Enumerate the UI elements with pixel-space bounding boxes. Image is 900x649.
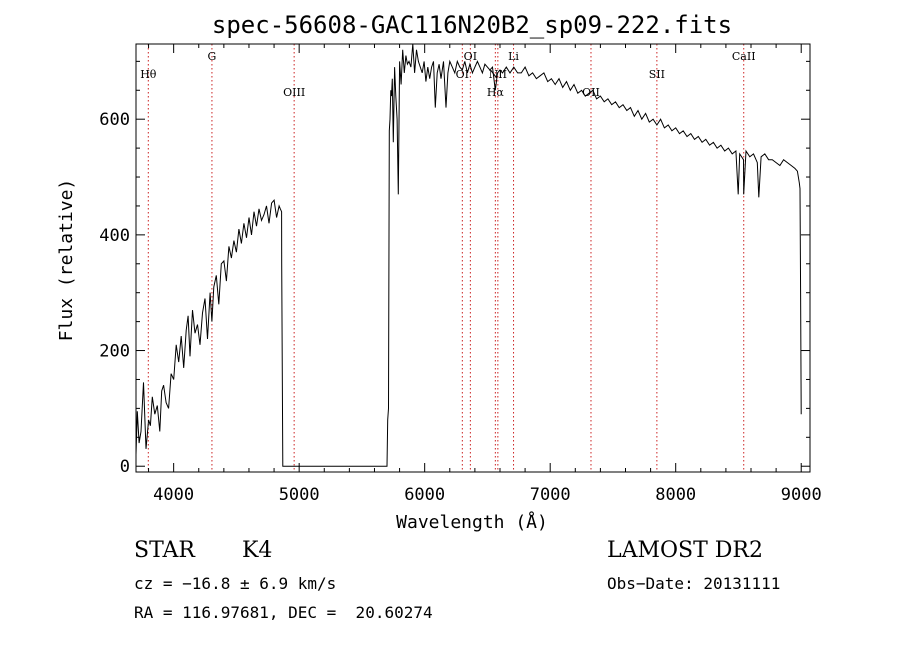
y-tick-label-600: 600 <box>99 110 130 130</box>
plot-frame <box>135 43 811 473</box>
x-tick-label-6000: 6000 <box>404 485 445 505</box>
line-marker-label-7: Li <box>508 50 519 63</box>
y-tick-label-200: 200 <box>99 342 130 362</box>
chart-title: spec-56608-GAC116N20B2_sp09-222.fits <box>212 11 732 39</box>
x-axis-label: Wavelength (Å) <box>396 511 548 533</box>
x-tick-label-4000: 4000 <box>153 485 194 505</box>
obs-date: Obs−Date: 20131111 <box>607 574 781 593</box>
line-marker-label-2: OIII <box>283 86 305 99</box>
survey-name: LAMOST DR2 <box>607 538 763 563</box>
line-marker-label-0: Hθ <box>140 68 157 81</box>
object-subclass: K4 <box>242 538 273 563</box>
line-marker-label-9: SII <box>649 68 665 81</box>
redshift-info: cz = −16.8 ± 6.9 km/s <box>134 574 337 593</box>
spectrum-line <box>136 44 802 467</box>
line-marker-label-8: OII <box>582 86 600 99</box>
x-tick-label-5000: 5000 <box>279 485 320 505</box>
object-class: STAR <box>134 538 195 563</box>
line-marker-label-3: OI <box>456 68 469 81</box>
line-marker-label-10: CaII <box>732 50 756 63</box>
line-marker-label-5: Hα <box>487 86 505 99</box>
x-tick-label-7000: 7000 <box>530 485 571 505</box>
y-tick-label-0: 0 <box>120 457 130 477</box>
x-tick-label-8000: 8000 <box>655 485 696 505</box>
x-tick-label-9000: 9000 <box>781 485 822 505</box>
coordinates: RA = 116.97681, DEC = 20.60274 <box>134 603 433 622</box>
line-marker-label-1: G <box>208 50 217 63</box>
y-tick-label-400: 400 <box>99 226 130 246</box>
y-axis-label: Flux (relative) <box>56 179 77 342</box>
line-marker-label-4: OI <box>464 50 477 63</box>
